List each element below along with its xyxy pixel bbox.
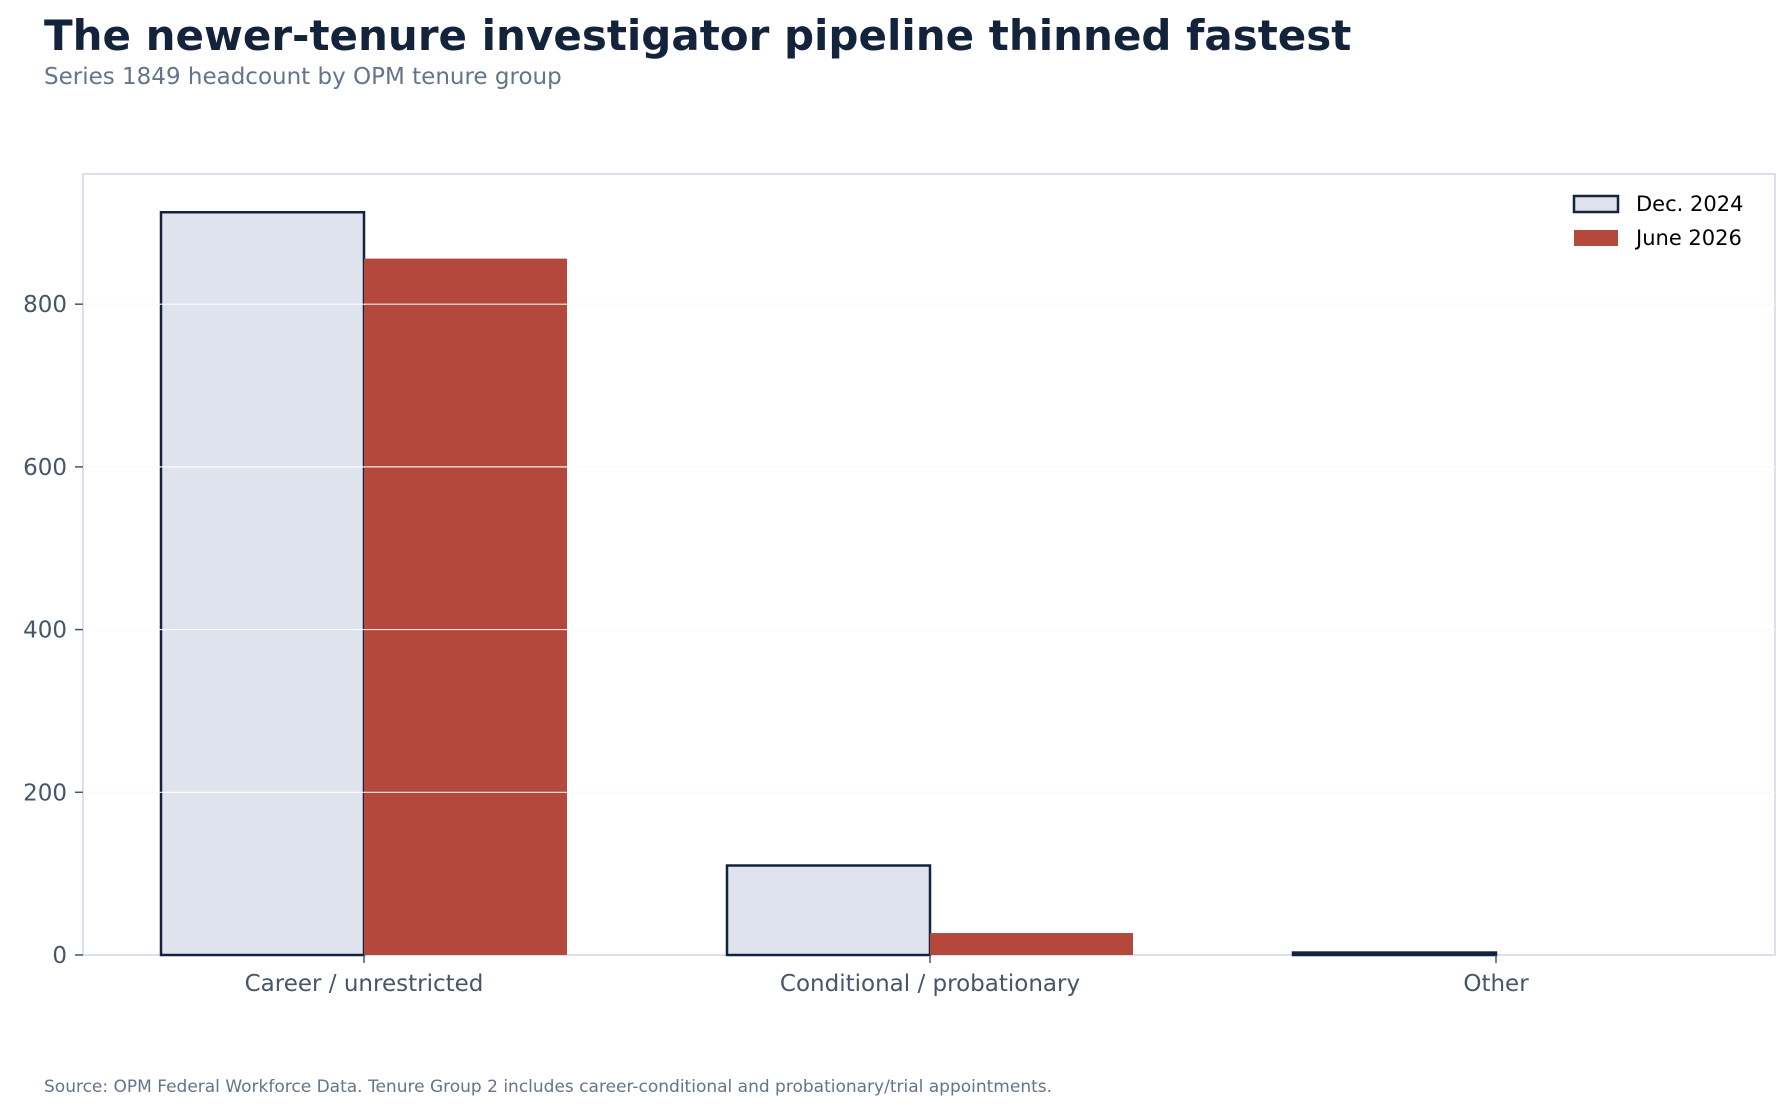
x-tick-label-2: Other — [1463, 971, 1529, 997]
bar-june-2026-1 — [930, 933, 1133, 955]
chart-title: The newer-tenure investigator pipeline t… — [44, 11, 1351, 60]
bar-dec-2024-1 — [725, 864, 932, 957]
x-tick-label-1: Conditional / probationary — [780, 971, 1080, 997]
y-tick-label-200: 200 — [23, 780, 67, 806]
x-tick-label-0: Career / unrestricted — [245, 971, 484, 997]
y-tick-label-400: 400 — [23, 618, 67, 644]
chart-subtitle: Series 1849 headcount by OPM tenure grou… — [44, 64, 562, 90]
y-tick-label-600: 600 — [23, 455, 67, 481]
legend-swatch-june-2026 — [1574, 230, 1618, 246]
y-tick-label-0: 0 — [52, 943, 67, 969]
bar-dec-2024-2 — [1291, 951, 1498, 957]
source-note: Source: OPM Federal Workforce Data. Tenu… — [44, 1077, 1052, 1097]
y-tick-label-800: 800 — [23, 292, 67, 318]
legend-swatch-dec-2024 — [1572, 194, 1620, 214]
legend-label-june-2026: June 2026 — [1634, 226, 1742, 250]
bar-dec-2024-0 — [159, 210, 366, 957]
legend-label-dec-2024: Dec. 2024 — [1636, 192, 1743, 216]
legend: Dec. 2024 June 2026 — [1572, 192, 1743, 250]
bar-june-2026-0 — [364, 258, 567, 955]
plot-area: Career / unrestricted Conditional / proba… — [23, 173, 1776, 997]
